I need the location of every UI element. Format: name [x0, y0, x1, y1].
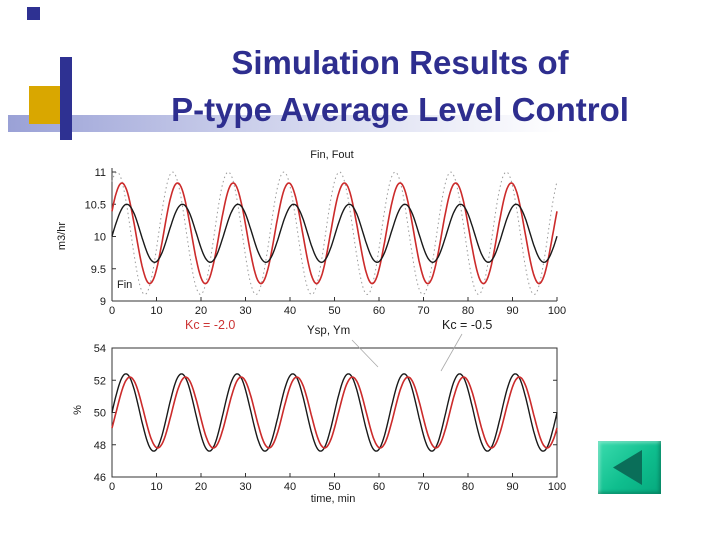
svg-text:50: 50: [328, 305, 340, 317]
decor-navy-bar: [60, 57, 72, 140]
svg-text:40: 40: [284, 481, 296, 493]
svg-text:10: 10: [94, 232, 106, 244]
svg-text:10: 10: [150, 305, 162, 317]
back-arrow-icon: [613, 450, 642, 485]
svg-text:30: 30: [239, 481, 251, 493]
svg-text:60: 60: [373, 481, 385, 493]
svg-text:46: 46: [94, 472, 106, 484]
svg-text:70: 70: [417, 481, 429, 493]
chart1-title: Fin, Fout: [310, 149, 354, 161]
svg-text:48: 48: [94, 440, 106, 452]
svg-text:54: 54: [94, 343, 106, 355]
slide-title: Simulation Results of P-type Average Lev…: [80, 40, 720, 134]
annotation-kc-left: Kc = -2.0: [185, 318, 236, 332]
svg-text:70: 70: [417, 305, 429, 317]
back-button[interactable]: [598, 441, 661, 494]
decor-navy-square: [27, 7, 40, 20]
annotation-kc-right: Kc = -0.5: [442, 318, 493, 332]
svg-text:20: 20: [195, 305, 207, 317]
chart1-y-axis-label: m3/hr: [56, 221, 68, 251]
svg-text:40: 40: [284, 305, 296, 317]
svg-text:30: 30: [239, 305, 251, 317]
svg-text:9: 9: [100, 296, 106, 308]
svg-text:50: 50: [328, 481, 340, 493]
svg-text:90: 90: [506, 305, 518, 317]
svg-text:60: 60: [373, 305, 385, 317]
chart2-y-axis-label: %: [72, 405, 84, 415]
svg-text:20: 20: [195, 481, 207, 493]
annotation-ysp-ym: Ysp, Ym: [307, 325, 351, 337]
svg-text:10.5: 10.5: [85, 199, 106, 211]
svg-text:80: 80: [462, 305, 474, 317]
svg-text:90: 90: [506, 481, 518, 493]
svg-text:80: 80: [462, 481, 474, 493]
chart1-fin-label: Fin: [117, 279, 133, 291]
svg-text:11: 11: [95, 167, 106, 179]
svg-text:50: 50: [94, 408, 106, 420]
svg-text:10: 10: [150, 481, 162, 493]
svg-text:100: 100: [548, 481, 566, 493]
svg-text:0: 0: [109, 481, 115, 493]
svg-text:100: 100: [548, 305, 566, 317]
svg-text:9.5: 9.5: [91, 264, 106, 276]
chart2-x-axis-label: time, min: [310, 493, 356, 505]
title-line-1: Simulation Results of: [231, 44, 569, 81]
title-line-2: P-type Average Level Control: [171, 90, 629, 128]
svg-text:52: 52: [94, 375, 106, 387]
svg-text:0: 0: [109, 305, 115, 317]
decor-gradient-bar: [8, 115, 660, 132]
